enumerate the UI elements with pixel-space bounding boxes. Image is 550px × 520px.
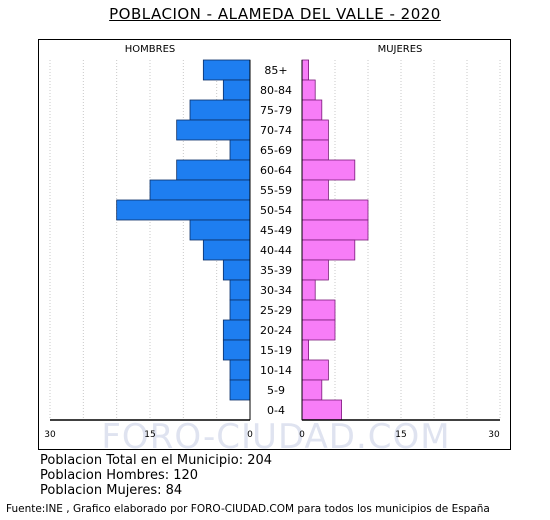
stats-hombres: Poblacion Hombres: 120 [40, 468, 199, 483]
age-label: 40-44 [260, 244, 292, 257]
bar-mujeres [301, 79, 316, 101]
age-label: 25-29 [260, 304, 292, 317]
age-label: 5-9 [267, 384, 285, 397]
age-label: 55-59 [260, 184, 292, 197]
x-tick-label: 30 [488, 430, 500, 440]
bar-mujeres [301, 359, 329, 381]
bar-mujeres [301, 239, 356, 261]
stats-mujeres: Poblacion Mujeres: 84 [40, 483, 183, 498]
bar-hombres [176, 119, 251, 141]
x-tick-label: 0 [299, 430, 305, 440]
x-tick-label: 0 [247, 430, 253, 440]
stats-total: Poblacion Total en el Municipio: 204 [40, 453, 273, 468]
bar-hombres [229, 279, 251, 301]
bar-mujeres [301, 279, 316, 301]
bar-hombres [176, 159, 251, 181]
bar-mujeres [301, 339, 309, 361]
age-label: 30-34 [260, 284, 292, 297]
age-label: 50-54 [260, 204, 292, 217]
bar-hombres [222, 259, 251, 281]
chart-frame [38, 39, 511, 450]
age-label: 10-14 [260, 364, 292, 377]
legend-mujeres: MUJERES [378, 44, 423, 55]
bar-mujeres [301, 199, 369, 221]
bar-mujeres [301, 379, 323, 401]
age-label: 70-74 [260, 124, 292, 137]
age-label: 15-19 [260, 344, 292, 357]
x-tick-label: 15 [144, 430, 155, 440]
age-label: 85+ [264, 64, 287, 77]
legend-hombres: HOMBRES [125, 44, 176, 55]
bar-mujeres [301, 259, 329, 281]
bar-hombres [149, 179, 251, 201]
chart-title: POBLACION - ALAMEDA DEL VALLE - 2020 [109, 5, 441, 23]
bar-mujeres [301, 159, 356, 181]
bar-mujeres [301, 319, 336, 341]
bar-hombres [222, 79, 251, 101]
bar-hombres [116, 199, 251, 221]
age-label: 65-69 [260, 144, 292, 157]
bar-hombres [222, 319, 251, 341]
age-label: 60-64 [260, 164, 292, 177]
bar-hombres [229, 299, 251, 321]
source-footer: Fuente:INE , Grafico elaborado por FORO-… [6, 503, 490, 515]
bar-hombres [202, 59, 251, 81]
bar-hombres [229, 379, 251, 401]
bar-hombres [189, 99, 251, 121]
bar-hombres [202, 239, 251, 261]
age-label: 75-79 [260, 104, 292, 117]
bar-hombres [229, 139, 251, 161]
age-label: 35-39 [260, 264, 292, 277]
age-label: 20-24 [260, 324, 292, 337]
bar-mujeres [301, 399, 342, 421]
age-label: 45-49 [260, 224, 292, 237]
bar-hombres [222, 339, 251, 361]
age-label: 80-84 [260, 84, 292, 97]
bar-hombres [189, 219, 251, 241]
bar-hombres [229, 359, 251, 381]
bar-mujeres [301, 59, 309, 81]
bar-mujeres [301, 119, 329, 141]
x-tick-label: 30 [44, 430, 56, 440]
watermark-text: FORO-CIUDAD.COM [101, 417, 450, 457]
bar-mujeres [301, 219, 369, 241]
bar-mujeres [301, 299, 336, 321]
bar-mujeres [301, 139, 329, 161]
bar-mujeres [301, 179, 329, 201]
x-tick-label: 15 [395, 430, 406, 440]
bar-mujeres [301, 99, 323, 121]
age-label: 0-4 [267, 404, 285, 417]
